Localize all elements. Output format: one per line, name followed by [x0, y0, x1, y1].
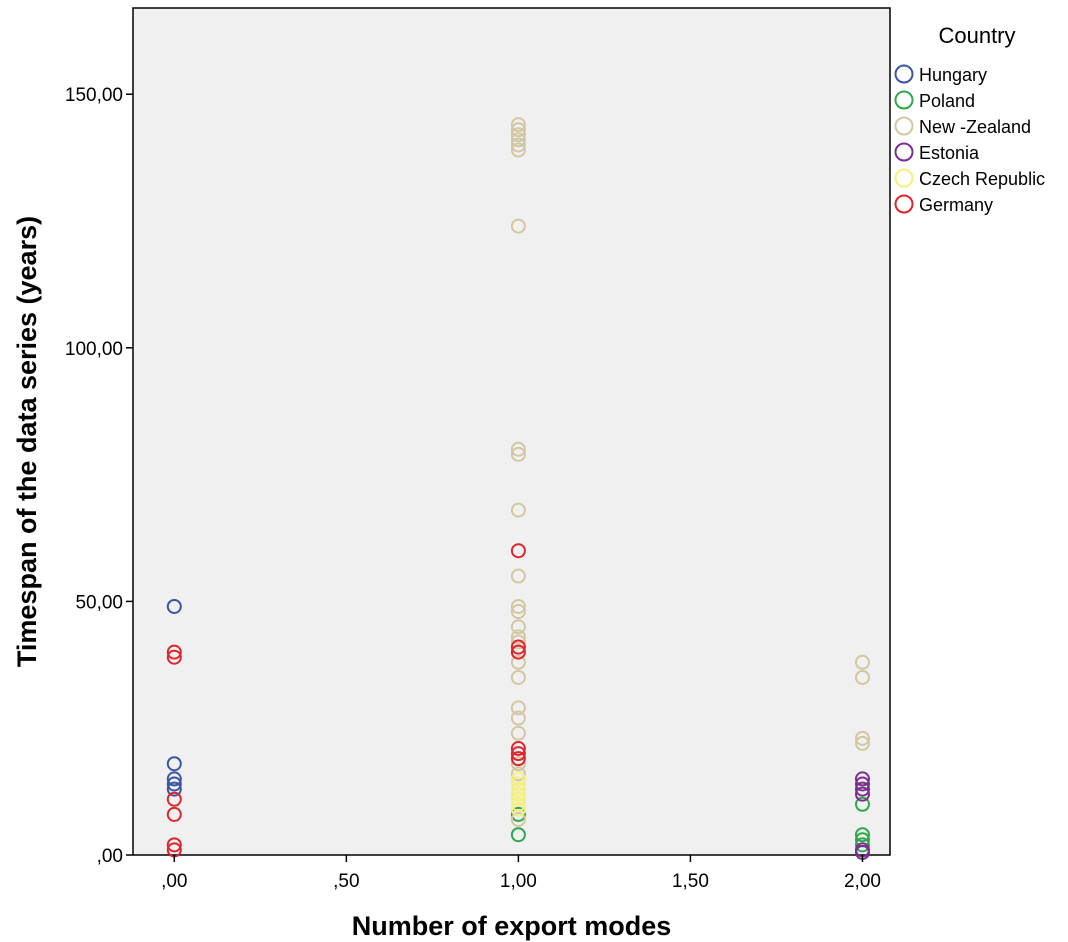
data-point	[854, 730, 870, 746]
x-axis: ,00 ,50 1,00 1,50 2,00	[161, 855, 881, 892]
data-point	[166, 791, 182, 807]
data-point	[510, 634, 526, 650]
data-point	[510, 740, 526, 756]
legend-label: Germany	[919, 195, 993, 215]
data-point	[510, 751, 526, 767]
legend-title: Country	[938, 23, 1015, 48]
data-point	[510, 771, 526, 787]
data-point	[510, 806, 526, 822]
data-point	[166, 771, 182, 787]
data-point	[854, 827, 870, 843]
data-points	[166, 117, 870, 860]
x-tick-label: ,00	[161, 871, 187, 892]
data-point	[854, 837, 870, 853]
data-point	[510, 746, 526, 762]
data-point	[166, 649, 182, 665]
data-point	[510, 598, 526, 614]
data-point	[510, 639, 526, 655]
data-point	[510, 619, 526, 635]
data-point	[854, 771, 870, 787]
data-point	[166, 644, 182, 660]
data-point	[510, 725, 526, 741]
data-point	[510, 142, 526, 158]
y-tick-label: 50,00	[75, 592, 123, 613]
y-tick-label: ,00	[97, 846, 123, 867]
data-point	[510, 776, 526, 792]
legend-label: Estonia	[919, 143, 980, 163]
data-point	[510, 791, 526, 807]
x-tick-label: ,50	[333, 871, 359, 892]
y-axis: ,00 50,00 100,00 150,00	[65, 85, 133, 867]
data-point	[854, 776, 870, 792]
legend-marker	[894, 142, 914, 162]
legend-marker	[894, 168, 914, 188]
data-point	[854, 654, 870, 670]
data-point	[510, 629, 526, 645]
data-point	[510, 781, 526, 797]
legend-marker	[894, 116, 914, 136]
data-point	[166, 781, 182, 797]
data-point	[854, 786, 870, 802]
data-point	[510, 796, 526, 812]
y-axis-title: Timespan of the data series (years)	[12, 216, 42, 667]
data-point	[166, 776, 182, 792]
data-point	[510, 756, 526, 772]
data-point	[510, 568, 526, 584]
data-point	[854, 735, 870, 751]
legend-label: Poland	[919, 91, 975, 111]
data-point	[510, 604, 526, 620]
y-tick-label: 150,00	[65, 85, 123, 106]
data-point	[510, 669, 526, 685]
data-point	[510, 122, 526, 138]
x-axis-title: Number of export modes	[352, 911, 672, 941]
data-point	[510, 700, 526, 716]
data-point	[510, 127, 526, 143]
data-point	[510, 137, 526, 153]
data-point	[510, 811, 526, 827]
data-point	[510, 502, 526, 518]
legend-label: New -Zealand	[919, 117, 1031, 137]
data-point	[510, 766, 526, 782]
data-point	[510, 117, 526, 133]
x-tick-label: 2,00	[844, 871, 881, 892]
legend-marker	[894, 64, 914, 84]
x-tick-label: 1,50	[672, 871, 709, 892]
legend-label: Hungary	[919, 65, 987, 85]
legend: Country Hungary Poland New -Zealand Estonia…	[894, 23, 1045, 215]
data-point	[510, 801, 526, 817]
x-tick-label: 1,00	[500, 871, 537, 892]
y-tick-label: 100,00	[65, 339, 123, 360]
data-point	[854, 669, 870, 685]
data-point	[510, 446, 526, 462]
data-point	[166, 598, 182, 614]
data-point	[854, 796, 870, 812]
data-point	[510, 654, 526, 670]
data-point	[510, 543, 526, 559]
data-point	[510, 218, 526, 234]
data-point	[854, 781, 870, 797]
data-point	[510, 644, 526, 660]
data-point	[510, 710, 526, 726]
data-point	[166, 756, 182, 772]
data-point	[510, 786, 526, 802]
data-point	[166, 837, 182, 853]
data-point	[510, 132, 526, 148]
legend-marker	[894, 90, 914, 110]
legend-marker	[894, 194, 914, 214]
legend-label: Czech Republic	[919, 169, 1045, 189]
data-point	[510, 441, 526, 457]
data-point	[510, 827, 526, 843]
data-point	[166, 806, 182, 822]
